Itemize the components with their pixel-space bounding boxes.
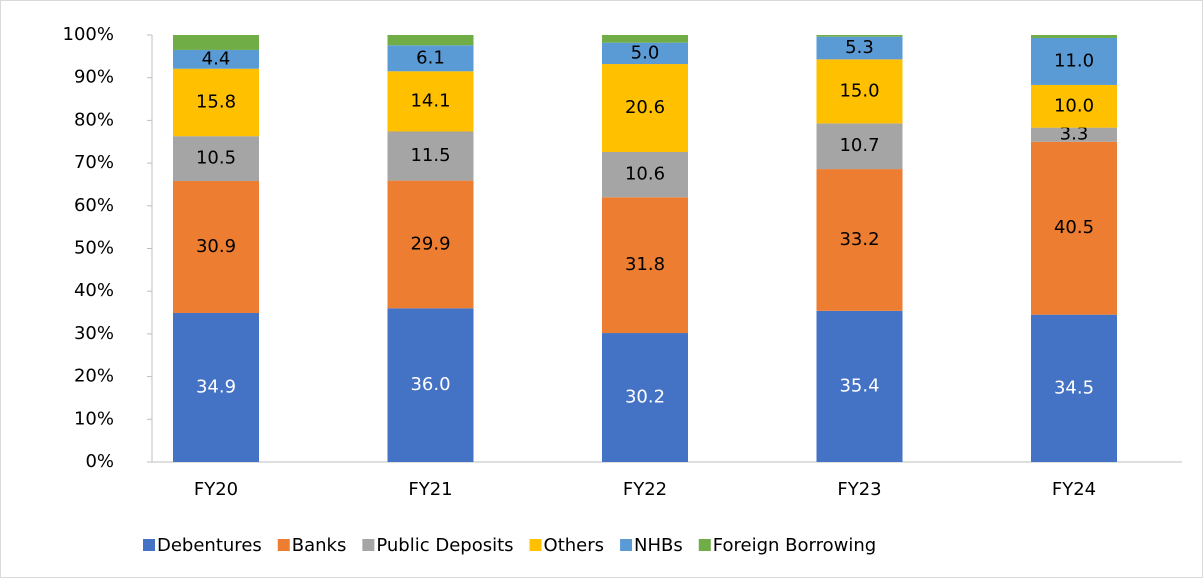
legend-swatch: [529, 539, 542, 551]
bar-segment: [602, 42, 688, 65]
bar-segment: [173, 68, 259, 137]
x-tick-label: FY22: [623, 479, 667, 500]
data-label: 6.1: [416, 47, 445, 68]
bar-segment: [1031, 127, 1117, 142]
legend-swatch: [143, 539, 155, 551]
data-label: 11.0: [1054, 50, 1094, 71]
y-tick-label: 90%: [74, 67, 114, 88]
data-label: 11.5: [410, 145, 450, 166]
y-tick-label: 30%: [74, 323, 114, 344]
data-label: 14.1: [410, 90, 450, 111]
data-label: 31.8: [625, 254, 665, 275]
legend-label: NHBs: [634, 535, 683, 556]
bar-segment: [173, 312, 259, 462]
data-label: 34.5: [1054, 377, 1094, 398]
data-label: 30.9: [196, 236, 236, 257]
legend-label: Public Deposits: [376, 535, 513, 556]
data-label: 15.0: [839, 80, 879, 101]
bar-segment: [387, 71, 474, 132]
data-label: 10.5: [196, 148, 236, 169]
bar-segment: [387, 308, 474, 462]
bar-segment: [1031, 84, 1117, 128]
bar-segment: [1031, 141, 1117, 315]
data-label: 3.3: [1060, 124, 1089, 145]
data-label: 36.0: [410, 374, 450, 395]
data-label: 30.2: [625, 387, 665, 408]
data-label: 33.2: [839, 229, 879, 250]
y-tick-label: 80%: [74, 109, 114, 130]
data-label: 10.7: [839, 135, 879, 156]
bar-segment: [602, 151, 688, 198]
legend-label: Others: [544, 535, 605, 556]
data-label: 40.5: [1054, 217, 1094, 238]
x-tick-label: FY20: [194, 479, 238, 500]
data-label: 35.4: [839, 375, 879, 396]
bar-segment: [816, 35, 903, 37]
bar-segment: [1031, 35, 1117, 38]
data-label: 10.6: [625, 164, 665, 185]
y-tick-label: 50%: [74, 238, 114, 259]
bar-segment: [387, 131, 474, 181]
data-label: 5.0: [631, 42, 660, 63]
bar-segment: [602, 197, 688, 334]
y-tick-label: 40%: [74, 280, 114, 301]
bar-segment: [816, 59, 903, 124]
bar-segment: [1031, 314, 1117, 462]
bar-segment: [602, 35, 688, 43]
legend-label: Debentures: [157, 535, 262, 556]
bar-segment: [816, 169, 903, 311]
y-tick-label: 100%: [63, 24, 114, 45]
legend-swatch: [277, 539, 290, 551]
y-tick-label: 20%: [74, 366, 114, 387]
y-tick-label: 0%: [85, 451, 114, 472]
bar-segment: [173, 49, 259, 69]
bar-segment: [173, 136, 259, 182]
x-tick-label: FY24: [1052, 479, 1096, 500]
bar-segment: [602, 64, 688, 152]
data-label: 10.0: [1054, 95, 1094, 116]
legend-swatch: [362, 539, 375, 551]
bar-segment: [1031, 37, 1117, 85]
bar-segment: [387, 35, 474, 46]
y-tick-label: 60%: [74, 195, 114, 216]
data-label: 20.6: [625, 97, 665, 118]
data-label: 5.3: [845, 37, 874, 58]
legend-swatch: [620, 539, 633, 551]
y-tick-label: 70%: [74, 152, 114, 173]
data-label: 34.9: [196, 376, 236, 397]
data-label: 4.4: [202, 48, 231, 69]
data-label: 29.9: [410, 233, 450, 254]
bar-segment: [387, 180, 474, 309]
legend-swatch: [698, 539, 711, 551]
bar-segment: [816, 36, 903, 60]
bar-segment: [173, 35, 259, 50]
legend-label: Banks: [292, 535, 347, 556]
x-tick-label: FY21: [408, 479, 452, 500]
bar-segment: [602, 333, 688, 462]
bar-segment: [387, 45, 474, 72]
bar-segment: [816, 310, 903, 462]
bar-segment: [816, 123, 903, 170]
x-tick-label: FY23: [837, 479, 881, 500]
y-tick-label: 10%: [74, 408, 114, 429]
bar-segment: [173, 181, 259, 313]
data-label: 15.8: [196, 91, 236, 112]
legend-label: Foreign Borrowing: [713, 535, 876, 556]
